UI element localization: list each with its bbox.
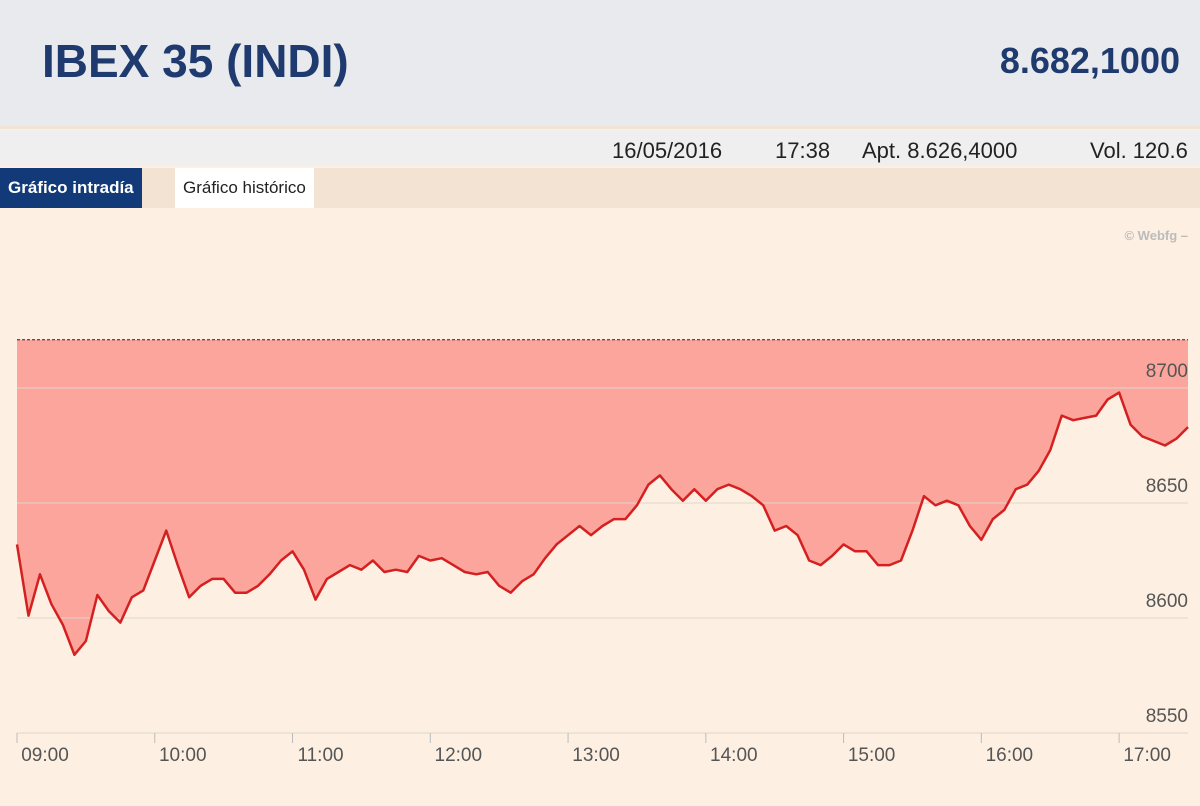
tab[interactable]: Gráfico intradía [0, 168, 142, 208]
y-tick-label: 8550 [1146, 706, 1188, 727]
y-tick-label: 8650 [1146, 476, 1188, 497]
x-tick-label: 12:00 [435, 745, 483, 766]
x-tick-label: 16:00 [986, 745, 1034, 766]
x-tick-label: 10:00 [159, 745, 207, 766]
x-tick-label: 15:00 [848, 745, 896, 766]
tab-bar: Gráfico intradía Gráfico histórico [0, 168, 1200, 208]
area [17, 339, 1188, 655]
watermark: © Webfg – [1124, 228, 1188, 243]
time: 17:38 [775, 138, 831, 163]
y-tick-label: 8700 [1146, 361, 1188, 382]
info-bar: 16/05/2016 17:38 Apt. 8.626,4000 Vol. 12… [0, 130, 1200, 166]
x-tick-label: 09:00 [21, 745, 69, 766]
volume: Vol. 120.6 [1090, 138, 1188, 163]
index-title: IBEX 35 (INDI) [42, 35, 349, 87]
x-tick-label: 17:00 [1123, 745, 1171, 766]
price: 8.682,1000 [999, 40, 1180, 81]
open: Apt. 8.626,4000 [862, 138, 1018, 163]
y-tick-label: 8600 [1146, 591, 1188, 612]
header: IBEX 35 (INDI) 8.682,1000 [0, 0, 1200, 129]
x-tick-label: 14:00 [710, 745, 758, 766]
chart: © Webfg – 8550 8600 8650 8700 09:00 10:00 11:0… [15, 228, 1189, 766]
price-line [15, 391, 1189, 657]
x-tick-label: 13:00 [572, 745, 620, 766]
date: 16/05/2016 [612, 138, 723, 163]
tab[interactable]: Gráfico histórico [175, 168, 314, 208]
x-tick-label: 11:00 [297, 745, 343, 766]
